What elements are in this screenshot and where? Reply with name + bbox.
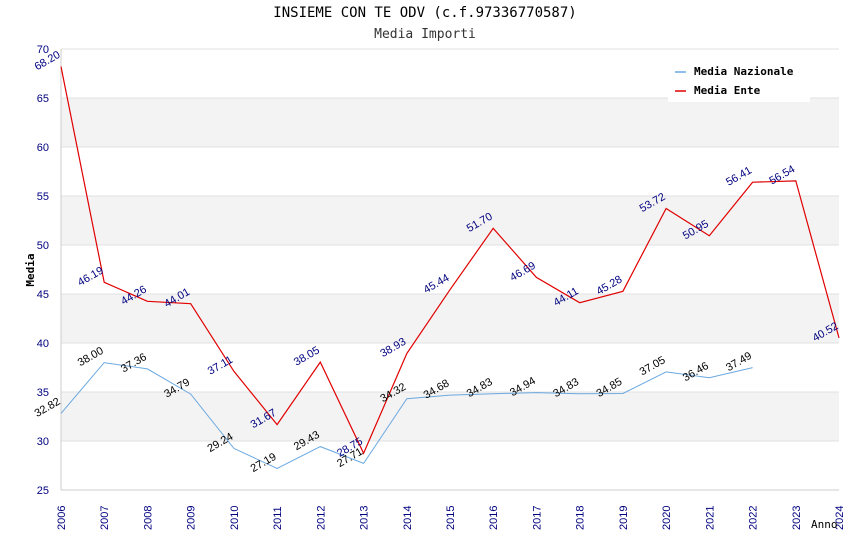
x-tick-label: 2013 — [359, 506, 371, 530]
data-label-nazionale: 32.82 — [33, 396, 63, 420]
y-tick-label: 35 — [37, 387, 49, 399]
chart-title: INSIEME CON TE ODV (c.f.97336770587) — [273, 5, 577, 21]
x-tick-label: 2017 — [531, 506, 543, 530]
chart-subtitle: Media Importi — [374, 27, 476, 42]
x-axis-ticks: 2006 2007 2008 2009 2010 2011 2012 2013 2014 2015… — [56, 506, 846, 530]
series-line-ente — [60, 66, 840, 455]
grid-band — [61, 98, 839, 147]
y-axis-ticks: 25 30 35 40 45 50 55 60 65 70 — [37, 44, 49, 497]
x-tick-label: 2021 — [704, 506, 716, 530]
x-tick-label: 2014 — [402, 506, 414, 530]
grid-band — [61, 196, 839, 245]
x-tick-label: 2011 — [272, 506, 284, 530]
x-tick-label: 2024 — [834, 506, 846, 530]
x-tick-label: 2009 — [186, 506, 198, 530]
y-axis-label: Media — [24, 253, 37, 286]
y-tick-label: 60 — [37, 142, 49, 154]
y-tick-label: 30 — [37, 436, 49, 448]
y-tick-label: 45 — [37, 289, 49, 301]
series-line-nazionale — [60, 362, 753, 470]
legend: Media Nazionale Media Ente — [668, 60, 810, 102]
x-tick-label: 2012 — [315, 506, 327, 530]
y-tick-label: 50 — [37, 240, 49, 252]
x-tick-label: 2019 — [618, 506, 630, 530]
legend-entry-ente: Media Ente — [694, 84, 761, 97]
x-tick-label: 2007 — [99, 506, 111, 530]
y-tick-label: 70 — [37, 44, 49, 56]
y-tick-label: 65 — [37, 93, 49, 105]
axes — [60, 49, 839, 491]
x-tick-label: 2010 — [229, 506, 241, 530]
x-tick-label: 2015 — [445, 506, 457, 530]
x-tick-label: 2022 — [748, 506, 760, 530]
x-tick-label: 2008 — [142, 506, 154, 530]
series-lines — [60, 66, 840, 470]
grid-band — [61, 245, 839, 294]
x-tick-label: 2023 — [791, 506, 803, 530]
grid-bands — [61, 48, 839, 491]
grid-band — [61, 294, 839, 343]
x-tick-label: 2016 — [488, 506, 500, 530]
grid-band — [61, 392, 839, 441]
y-tick-label: 40 — [37, 338, 49, 350]
grid-band — [61, 441, 839, 490]
grid-band — [61, 343, 839, 392]
x-axis-label: Anno — [811, 518, 838, 531]
y-tick-label: 25 — [37, 485, 49, 497]
x-tick-label: 2006 — [56, 506, 68, 530]
x-tick-label: 2020 — [661, 506, 673, 530]
legend-box — [668, 60, 810, 102]
y-tick-label: 55 — [37, 191, 49, 203]
x-tick-label: 2018 — [575, 506, 587, 530]
legend-entry-nazionale: Media Nazionale — [694, 65, 794, 78]
grid-band — [61, 147, 839, 196]
